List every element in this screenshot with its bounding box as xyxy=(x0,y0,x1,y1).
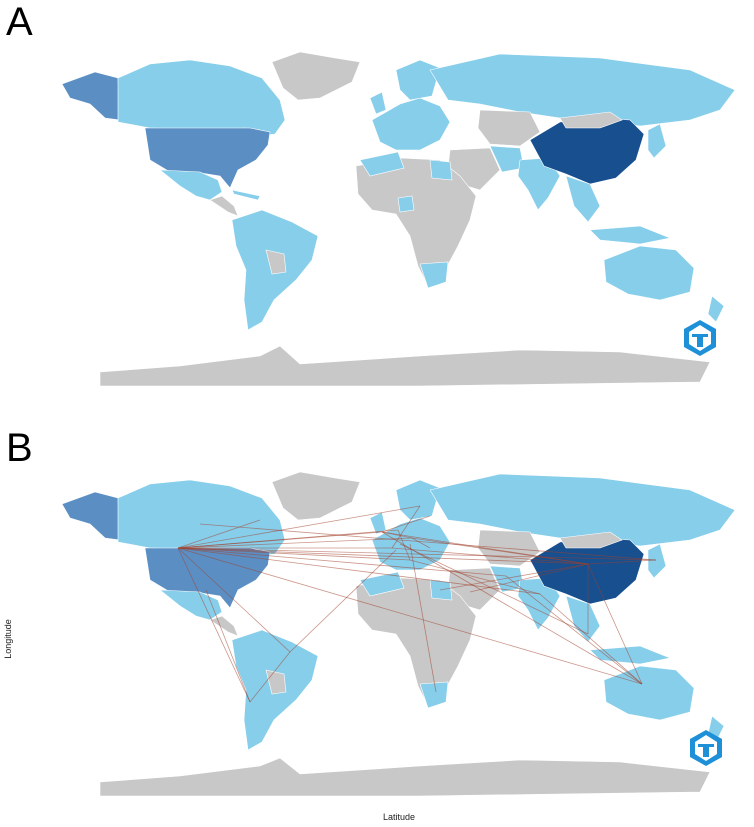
russia xyxy=(429,53,736,127)
world-map-b-collaboration xyxy=(61,471,736,797)
link-saudi-china xyxy=(469,563,589,593)
link-europe-internal-5 xyxy=(381,515,431,533)
link-usa-italy xyxy=(177,547,411,561)
bibliometrix-logo-icon xyxy=(690,730,722,766)
bibliometrix-logo-icon xyxy=(684,320,716,356)
link-europe-internal-4 xyxy=(411,537,431,549)
land-group xyxy=(61,471,736,797)
link-europe-southafrica xyxy=(409,543,437,693)
link-iran-australia xyxy=(505,575,643,685)
link-usa-germany xyxy=(177,537,413,549)
mexico xyxy=(159,169,223,201)
link-usa-china xyxy=(177,547,589,565)
link-europe-internal-3 xyxy=(397,529,411,561)
bolivia-paraguay xyxy=(265,249,287,275)
southeast-asia xyxy=(565,595,601,643)
link-usa-netherlands xyxy=(177,529,399,549)
link-uk-australia xyxy=(381,531,643,685)
panel-label-b: B xyxy=(6,426,33,470)
north-africa xyxy=(359,151,405,177)
link-egypt-china xyxy=(439,563,589,591)
mongolia xyxy=(559,531,623,549)
link-europe-internal-2 xyxy=(391,505,421,549)
uk xyxy=(369,91,387,115)
antarctica xyxy=(99,345,711,387)
y-axis-label: Longitude xyxy=(2,619,13,659)
link-europe-brazil xyxy=(289,549,397,653)
link-europe-japan xyxy=(399,539,657,561)
australia xyxy=(603,665,695,721)
panel-label-a: A xyxy=(6,0,33,44)
scandinavia xyxy=(395,59,441,101)
link-usa-japan xyxy=(177,547,657,561)
link-china-australia xyxy=(587,563,643,685)
africa xyxy=(355,577,477,707)
russia xyxy=(429,473,736,547)
indonesia xyxy=(589,225,672,245)
africa xyxy=(355,157,477,287)
greenland xyxy=(271,51,361,101)
link-usa-sweden xyxy=(177,505,421,549)
uk xyxy=(369,511,387,535)
greenland xyxy=(271,471,361,521)
link-chile-usa-west xyxy=(205,589,251,703)
nigeria xyxy=(397,195,415,213)
x-axis-label: Latitude xyxy=(383,812,416,822)
alaska xyxy=(61,491,121,541)
link-usa-iran xyxy=(177,547,507,577)
southeast-asia xyxy=(565,175,601,223)
world-map-a xyxy=(61,51,736,387)
central-america xyxy=(209,615,239,637)
mongolia xyxy=(559,111,623,129)
europe xyxy=(371,97,451,151)
link-italy-india xyxy=(409,559,541,595)
south-africa xyxy=(419,681,449,709)
link-canada-europe xyxy=(199,523,401,541)
link-brazil-chile xyxy=(249,651,291,703)
new-zealand xyxy=(707,295,725,323)
antarctica xyxy=(99,757,711,797)
australia xyxy=(603,245,695,301)
south-africa xyxy=(419,261,449,289)
link-usa-brazil xyxy=(177,547,291,653)
link-usa-australia xyxy=(177,547,643,685)
central-america xyxy=(209,195,239,217)
collaboration-links xyxy=(177,505,657,703)
link-usa-india xyxy=(177,547,541,595)
usa xyxy=(144,127,271,189)
egypt xyxy=(429,159,453,181)
japan xyxy=(647,123,667,159)
scandinavia xyxy=(395,479,441,521)
link-europe-singapore xyxy=(399,543,589,635)
land-group xyxy=(61,51,736,387)
caribbean xyxy=(231,189,261,201)
link-china-japan xyxy=(587,559,657,565)
link-india-australia xyxy=(539,593,643,685)
link-usa-chile xyxy=(177,547,251,703)
link-germany-china xyxy=(411,537,589,565)
canada xyxy=(117,59,286,137)
link-usa-canada xyxy=(177,519,261,549)
japan xyxy=(647,543,667,579)
link-europe-internal-1 xyxy=(381,531,413,539)
central-asia xyxy=(477,109,541,147)
alaska xyxy=(61,71,121,121)
link-france-china xyxy=(391,547,589,565)
